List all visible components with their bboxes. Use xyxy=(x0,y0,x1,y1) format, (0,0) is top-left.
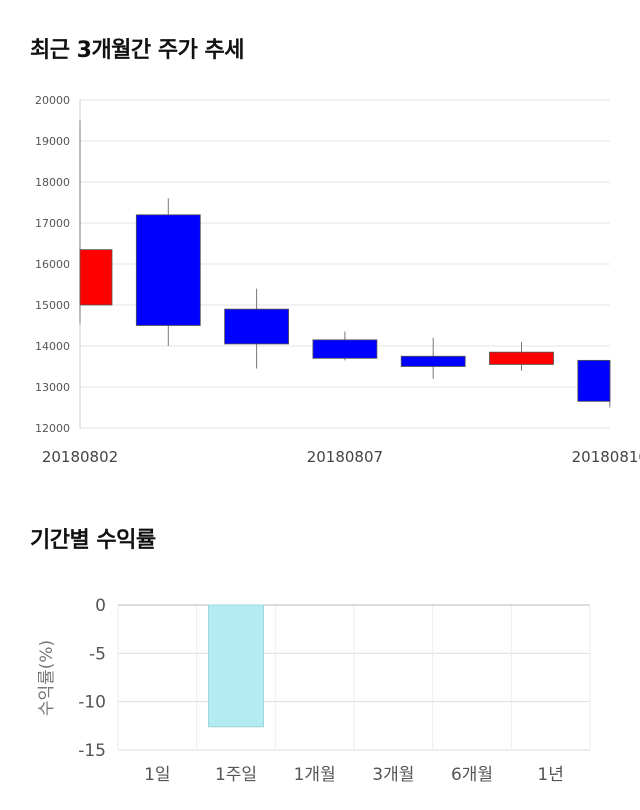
return-bar xyxy=(207,604,265,728)
y-tick-label: 12000 xyxy=(35,422,70,435)
candle-body xyxy=(400,355,466,367)
x-tick-label: 1주일 xyxy=(215,765,257,785)
y-tick-label: 16000 xyxy=(35,258,70,271)
candle-body xyxy=(577,359,611,402)
x-tick-label: 20180802 xyxy=(42,448,118,466)
x-tick-label: 1개월 xyxy=(294,765,336,785)
y-tick-label: 17000 xyxy=(35,217,70,230)
y-tick-label: -10 xyxy=(78,693,106,713)
y-tick-label: 19000 xyxy=(35,135,70,148)
y-tick-label: 14000 xyxy=(35,340,70,353)
y-tick-label: 0 xyxy=(95,596,106,616)
price-trend-title: 최근 3개월간 주가 추세 xyxy=(30,38,244,63)
y-tick-label: -15 xyxy=(78,741,106,761)
y-tick-label: 13000 xyxy=(35,381,70,394)
candlestick-chart: 20000 19000 18000 17000 16000 15000 14000 13000… xyxy=(35,94,640,466)
y-tick-label: -5 xyxy=(89,644,106,664)
x-tick-label: 20180810 xyxy=(572,448,640,466)
x-tick-label: 20180807 xyxy=(307,448,383,466)
y-axis-title: 수익률(%) xyxy=(37,640,57,716)
candle-body xyxy=(135,214,201,326)
candle-body xyxy=(489,351,554,365)
period-returns-title: 기간별 수익률 xyxy=(30,528,156,553)
x-tick-label: 6개월 xyxy=(451,765,493,785)
candle-body xyxy=(224,308,290,345)
x-tick-label: 3개월 xyxy=(372,765,414,785)
y-tick-label: 15000 xyxy=(35,299,70,312)
candle-body xyxy=(79,249,113,306)
candle-body xyxy=(312,339,378,359)
y-tick-label: 18000 xyxy=(35,176,70,189)
x-tick-label: 1일 xyxy=(144,765,170,785)
x-tick-label: 1년 xyxy=(537,765,563,785)
y-tick-label: 20000 xyxy=(35,94,70,107)
